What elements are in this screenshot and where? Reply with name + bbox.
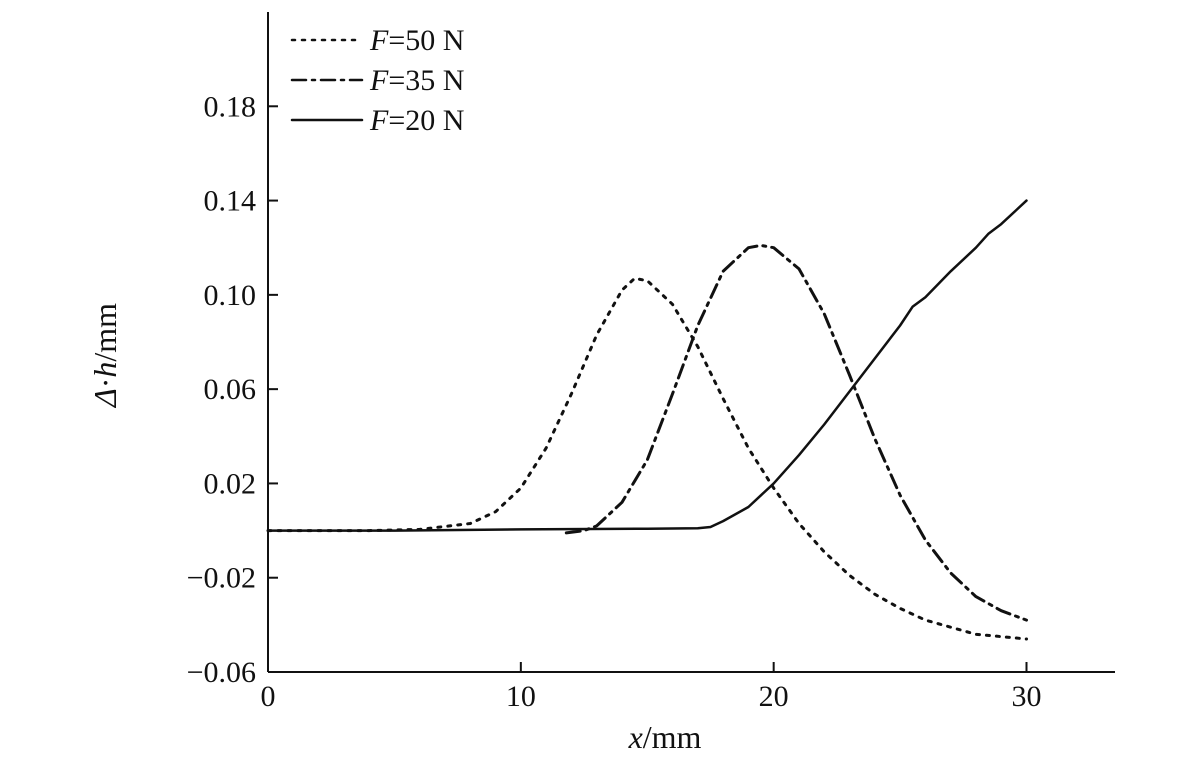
y-tick-label: 0.02 bbox=[204, 467, 257, 500]
y-tick-label: 0.14 bbox=[204, 185, 257, 218]
series-line-f50n bbox=[266, 276, 1028, 641]
y-tick-label: −0.06 bbox=[187, 656, 256, 689]
legend: F=50 N F=35 N F=20 N bbox=[290, 24, 464, 137]
y-tick-label: 0.18 bbox=[204, 90, 257, 123]
y-tick-label: 0.10 bbox=[204, 279, 257, 312]
x-tick-label: 10 bbox=[506, 680, 536, 713]
series-line-f20n bbox=[266, 199, 1028, 532]
series-layer bbox=[266, 199, 1028, 641]
legend-label: F=35 N bbox=[369, 64, 464, 97]
legend-label: F=50 N bbox=[369, 24, 464, 57]
legend-label: F=20 N bbox=[369, 104, 464, 137]
x-axis-title: x/mm bbox=[628, 719, 702, 755]
x-tick-label: 20 bbox=[759, 680, 789, 713]
x-tick-label: 30 bbox=[1012, 680, 1042, 713]
y-tick-label: 0.06 bbox=[204, 373, 257, 406]
y-tick-label: −0.02 bbox=[187, 562, 256, 595]
axes: 0 10 20 30 −0.06 −0.02 0.02 0.06 0.10 0.14 0.18 bbox=[187, 12, 1115, 713]
y-axis-title: Δ·h/mm bbox=[87, 303, 123, 409]
series-line-f35n bbox=[564, 243, 1028, 622]
x-tick-label: 0 bbox=[261, 680, 276, 713]
